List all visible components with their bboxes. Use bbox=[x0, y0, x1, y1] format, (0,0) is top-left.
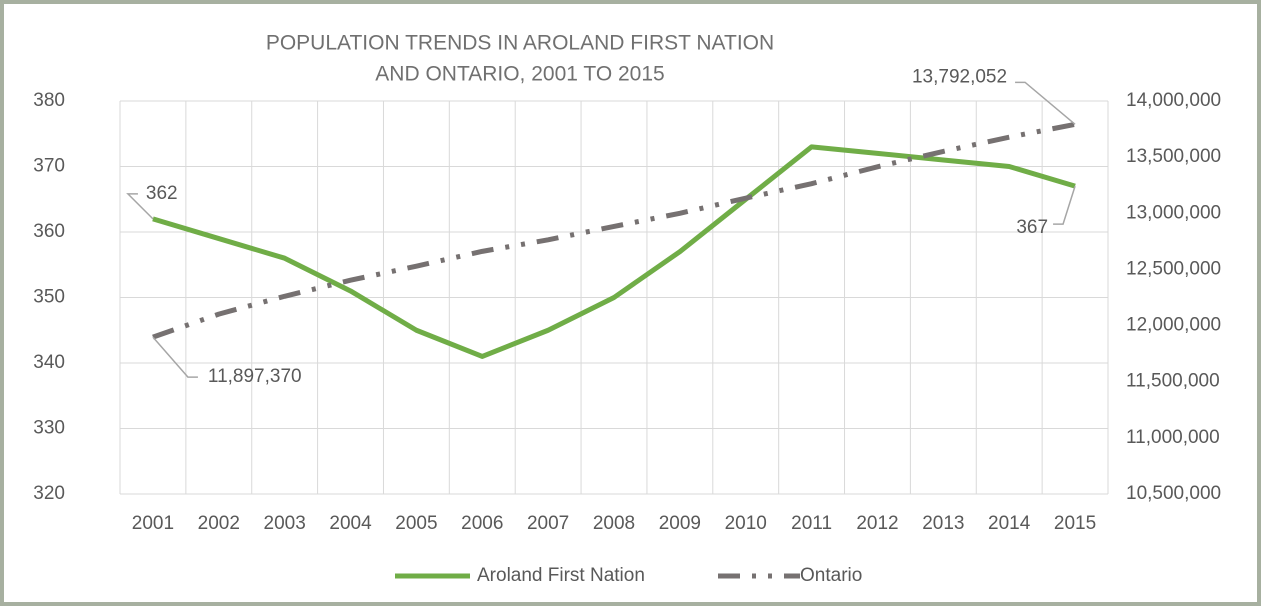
label-leader bbox=[126, 193, 154, 220]
y2-tick-label: 13,000,000 bbox=[1126, 202, 1221, 223]
label-leader bbox=[1053, 185, 1076, 225]
legend-label: Ontario bbox=[800, 565, 862, 586]
data-label: 362 bbox=[146, 183, 178, 204]
x-tick-label: 2002 bbox=[198, 513, 240, 534]
y-tick-label: 380 bbox=[33, 90, 65, 111]
label-leader bbox=[1015, 81, 1076, 125]
y-tick-label: 330 bbox=[33, 418, 65, 439]
y2-tick-label: 11,000,000 bbox=[1126, 427, 1220, 448]
x-tick-label: 2003 bbox=[264, 513, 306, 534]
data-label: 367 bbox=[1016, 217, 1048, 238]
y-tick-label: 350 bbox=[33, 287, 65, 308]
y2-tick-label: 13,500,000 bbox=[1126, 146, 1221, 167]
y-tick-label: 360 bbox=[33, 221, 65, 242]
label-leader bbox=[152, 336, 198, 378]
y-tick-label: 320 bbox=[33, 483, 65, 504]
y-tick-label: 340 bbox=[33, 352, 65, 373]
y2-tick-label: 12,000,000 bbox=[1126, 315, 1221, 336]
x-tick-label: 2010 bbox=[725, 513, 767, 534]
legend-label: Aroland First Nation bbox=[477, 565, 645, 586]
x-tick-label: 2004 bbox=[329, 513, 372, 534]
x-tick-label: 2009 bbox=[659, 513, 701, 534]
x-tick-label: 2006 bbox=[461, 513, 503, 534]
x-tick-label: 2015 bbox=[1054, 513, 1096, 534]
y2-tick-label: 10,500,000 bbox=[1126, 483, 1221, 504]
x-tick-label: 2001 bbox=[132, 513, 174, 534]
y-tick-label: 370 bbox=[33, 156, 65, 177]
data-label: 11,897,370 bbox=[208, 366, 302, 387]
data-label: 13,792,052 bbox=[912, 66, 1007, 87]
chart-title: AND ONTARIO, 2001 TO 2015 bbox=[375, 63, 664, 86]
x-tick-label: 2014 bbox=[988, 513, 1031, 534]
chart-title: POPULATION TRENDS IN AROLAND FIRST NATIO… bbox=[266, 32, 774, 55]
x-tick-label: 2008 bbox=[593, 513, 635, 534]
x-tick-label: 2005 bbox=[395, 513, 437, 534]
x-tick-label: 2013 bbox=[922, 513, 964, 534]
x-tick-label: 2007 bbox=[527, 513, 569, 534]
y2-tick-label: 14,000,000 bbox=[1126, 90, 1221, 111]
y2-tick-label: 12,500,000 bbox=[1126, 258, 1221, 279]
series-line bbox=[152, 121, 1076, 340]
y2-tick-label: 11,500,000 bbox=[1126, 371, 1220, 392]
x-tick-label: 2012 bbox=[856, 513, 898, 534]
series-line bbox=[152, 144, 1076, 359]
x-tick-label: 2011 bbox=[791, 513, 832, 534]
